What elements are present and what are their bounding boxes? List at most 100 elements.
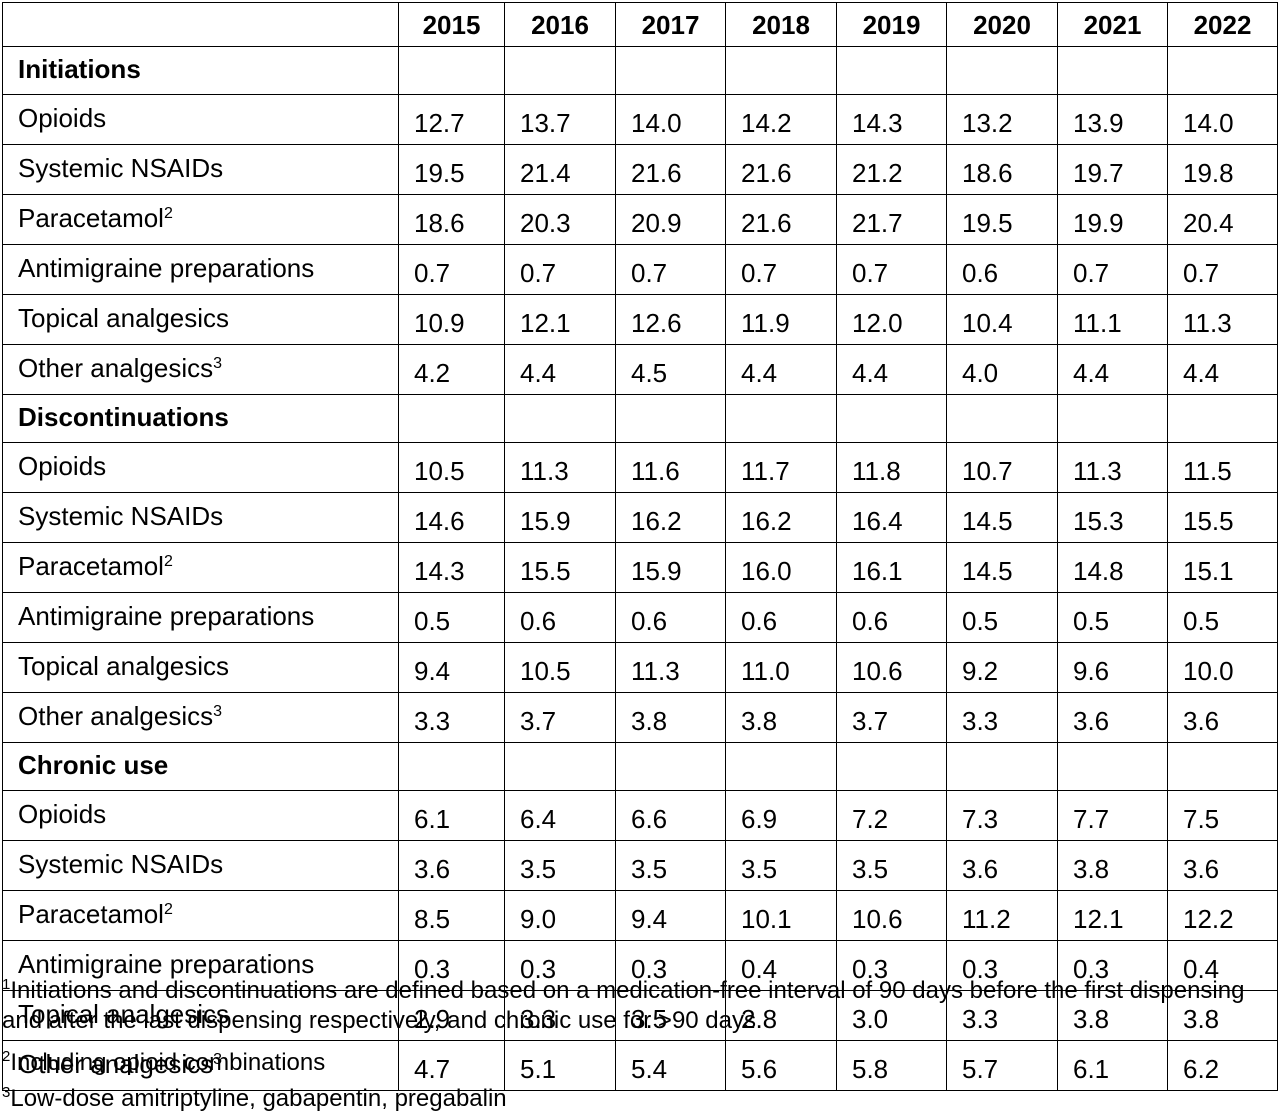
- value-cell: 3.6: [1167, 840, 1278, 891]
- value-cell: 3.5: [615, 840, 726, 891]
- value-cell: 0.3: [1057, 940, 1168, 991]
- empty-cell: [1167, 742, 1278, 791]
- footnote-text: Low-dose amitriptyline, gabapentin, preg…: [10, 1085, 507, 1112]
- section-title: Chronic use: [2, 742, 399, 791]
- value-cell: 15.5: [504, 542, 616, 593]
- empty-cell: [1057, 46, 1168, 95]
- value-cell: 7.5: [1167, 790, 1278, 841]
- value-cell: 0.6: [725, 592, 837, 643]
- table-row: Other analgesics3 4.2 4.4 4.5 4.4 4.4 4.0 4.4 4.…: [2, 344, 1278, 395]
- value-cell: 0.7: [1167, 244, 1278, 295]
- empty-cell: [725, 742, 837, 791]
- value-cell: 9.0: [504, 890, 616, 941]
- row-label: Paracetamol2: [2, 890, 399, 941]
- value-cell: 10.0: [1167, 642, 1278, 693]
- value-cell: 4.4: [836, 344, 947, 395]
- value-cell: 21.4: [504, 144, 616, 195]
- value-cell: 7.3: [946, 790, 1058, 841]
- value-cell: 7.2: [836, 790, 947, 841]
- value-cell: 6.1: [398, 790, 505, 841]
- value-cell: 11.8: [836, 442, 947, 493]
- value-cell: 12.1: [504, 294, 616, 345]
- value-cell: 16.2: [725, 492, 837, 543]
- row-label: Systemic NSAIDs: [2, 492, 399, 543]
- empty-cell: [946, 394, 1058, 443]
- value-cell: 0.6: [836, 592, 947, 643]
- value-cell: 3.8: [725, 692, 837, 743]
- value-cell: 4.2: [398, 344, 505, 395]
- row-label: Opioids: [2, 442, 399, 493]
- table-row: Topical analgesics 9.4 10.5 11.3 11.0 10.6 9.2…: [2, 642, 1278, 693]
- value-cell: 8.5: [398, 890, 505, 941]
- empty-cell: [836, 742, 947, 791]
- value-cell: 19.5: [946, 194, 1058, 245]
- year-header: 2020: [946, 2, 1058, 47]
- footnote-ref: 2: [163, 552, 173, 570]
- value-cell: 11.2: [946, 890, 1058, 941]
- value-cell: 12.7: [398, 94, 505, 145]
- row-label: Other analgesics3: [2, 1040, 399, 1091]
- value-cell: 13.9: [1057, 94, 1168, 145]
- value-cell: 12.6: [615, 294, 726, 345]
- table-row: Systemic NSAIDs 19.5 21.4 21.6 21.6 21.2 18.6 1…: [2, 144, 1278, 195]
- empty-cell: [504, 394, 616, 443]
- row-label: Other analgesics3: [2, 344, 399, 395]
- row-label: Topical analgesics: [2, 642, 399, 693]
- value-cell: 14.5: [946, 542, 1058, 593]
- value-cell: 21.6: [615, 144, 726, 195]
- value-cell: 14.2: [725, 94, 837, 145]
- row-label: Antimigraine preparations: [2, 940, 399, 991]
- value-cell: 10.5: [398, 442, 505, 493]
- value-cell: 21.7: [836, 194, 947, 245]
- footnote-text: Initiations and discontinuations are def…: [2, 977, 1245, 1034]
- empty-cell: [946, 742, 1058, 791]
- value-cell: 11.3: [1167, 294, 1278, 345]
- value-cell: 0.3: [398, 940, 505, 991]
- table-row: Paracetamol2 8.5 9.0 9.4 10.1 10.6 11.2 12.1 12.…: [2, 890, 1278, 941]
- row-label: Topical analgesics: [2, 990, 399, 1041]
- value-cell: 3.8: [615, 692, 726, 743]
- table-row: Opioids 10.5 11.3 11.6 11.7 11.8 10.7 11.3 11.5: [2, 442, 1278, 493]
- footnote-text: Including opioid combinations: [10, 1049, 326, 1076]
- empty-cell: [1057, 394, 1168, 443]
- value-cell: 12.2: [1167, 890, 1278, 941]
- analgesic-use-table: 2015 2016 2017 2018 2019 2020 2021 2022 …: [2, 2, 1278, 1091]
- value-cell: 0.6: [946, 244, 1058, 295]
- value-cell: 3.5: [504, 840, 616, 891]
- row-label-text: Paracetamol: [18, 898, 164, 929]
- row-label-text: Opioids: [18, 798, 107, 829]
- empty-cell: [615, 46, 726, 95]
- value-cell: 14.0: [615, 94, 726, 145]
- footnote-mark: 1: [2, 976, 11, 993]
- value-cell: 3.5: [836, 840, 947, 891]
- table-row: Opioids 6.1 6.4 6.6 6.9 7.2 7.3 7.7 7.5: [2, 790, 1278, 841]
- value-cell: 15.1: [1167, 542, 1278, 593]
- value-cell: 15.9: [504, 492, 616, 543]
- value-cell: 0.5: [1167, 592, 1278, 643]
- table-body: Initiations Opioids 12.7 13.7 14.0 14.2 14.3 13…: [2, 46, 1278, 1091]
- footnote-mark: 3: [2, 1084, 11, 1101]
- value-cell: 16.0: [725, 542, 837, 593]
- value-cell: 0.4: [1167, 940, 1278, 991]
- value-cell: 14.5: [946, 492, 1058, 543]
- header-row: 2015 2016 2017 2018 2019 2020 2021 2022: [2, 2, 1278, 47]
- row-label: Antimigraine preparations: [2, 592, 399, 643]
- value-cell: 3.3: [504, 990, 616, 1041]
- row-label: Systemic NSAIDs: [2, 840, 399, 891]
- value-cell: 5.4: [615, 1040, 726, 1091]
- value-cell: 3.6: [398, 840, 505, 891]
- value-cell: 13.2: [946, 94, 1058, 145]
- value-cell: 6.9: [725, 790, 837, 841]
- value-cell: 18.6: [946, 144, 1058, 195]
- value-cell: 0.7: [1057, 244, 1168, 295]
- row-label-text: Other analgesics: [18, 700, 214, 731]
- row-label: Antimigraine preparations: [2, 244, 399, 295]
- table-row: Other analgesics3 4.7 5.1 5.4 5.6 5.8 5.7 6.1 6.…: [2, 1040, 1278, 1091]
- value-cell: 11.1: [1057, 294, 1168, 345]
- value-cell: 6.4: [504, 790, 616, 841]
- value-cell: 4.4: [725, 344, 837, 395]
- value-cell: 10.7: [946, 442, 1058, 493]
- value-cell: 0.6: [615, 592, 726, 643]
- value-cell: 14.0: [1167, 94, 1278, 145]
- value-cell: 4.0: [946, 344, 1058, 395]
